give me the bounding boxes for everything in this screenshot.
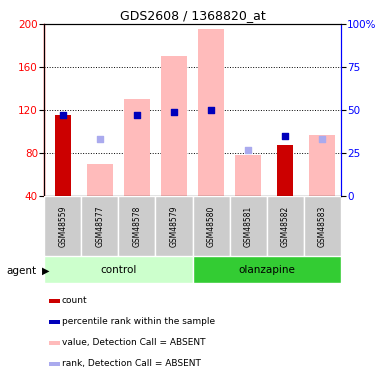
Bar <box>235 155 261 196</box>
Text: GSM48579: GSM48579 <box>169 206 179 247</box>
Point <box>319 136 325 142</box>
Text: GSM48581: GSM48581 <box>244 206 253 247</box>
Bar <box>49 341 60 345</box>
Point <box>134 112 140 118</box>
Point <box>282 133 288 139</box>
Bar <box>192 256 341 283</box>
Bar <box>81 196 119 256</box>
Bar <box>87 164 113 196</box>
Point <box>208 107 214 113</box>
Text: GSM48580: GSM48580 <box>206 206 216 247</box>
Title: GDS2608 / 1368820_at: GDS2608 / 1368820_at <box>120 9 265 22</box>
Bar <box>44 196 81 256</box>
Bar <box>124 99 150 196</box>
Bar <box>49 362 60 366</box>
Bar <box>192 196 229 256</box>
Text: percentile rank within the sample: percentile rank within the sample <box>62 317 215 326</box>
Bar <box>161 56 187 196</box>
Bar <box>156 196 192 256</box>
Bar <box>304 196 341 256</box>
Text: GSM48577: GSM48577 <box>95 206 104 247</box>
Bar <box>55 115 70 196</box>
Bar <box>309 135 335 196</box>
Bar <box>198 29 224 196</box>
Text: olanzapine: olanzapine <box>238 265 295 274</box>
Bar <box>49 320 60 324</box>
Text: count: count <box>62 296 87 305</box>
Text: GSM48578: GSM48578 <box>132 206 141 247</box>
Point <box>245 147 251 153</box>
Bar <box>119 196 156 256</box>
Text: value, Detection Call = ABSENT: value, Detection Call = ABSENT <box>62 338 205 347</box>
Text: control: control <box>100 265 137 274</box>
Text: ▶: ▶ <box>42 266 50 276</box>
Bar <box>44 256 192 283</box>
Point <box>97 136 103 142</box>
Bar <box>229 196 266 256</box>
Bar <box>267 196 304 256</box>
Text: agent: agent <box>7 266 37 276</box>
Text: GSM48583: GSM48583 <box>318 206 327 247</box>
Point <box>60 112 66 118</box>
Text: rank, Detection Call = ABSENT: rank, Detection Call = ABSENT <box>62 360 201 369</box>
Text: GSM48559: GSM48559 <box>58 206 67 247</box>
Text: GSM48582: GSM48582 <box>281 206 290 247</box>
Point <box>171 109 177 115</box>
Bar <box>49 298 60 303</box>
Bar <box>277 146 293 196</box>
